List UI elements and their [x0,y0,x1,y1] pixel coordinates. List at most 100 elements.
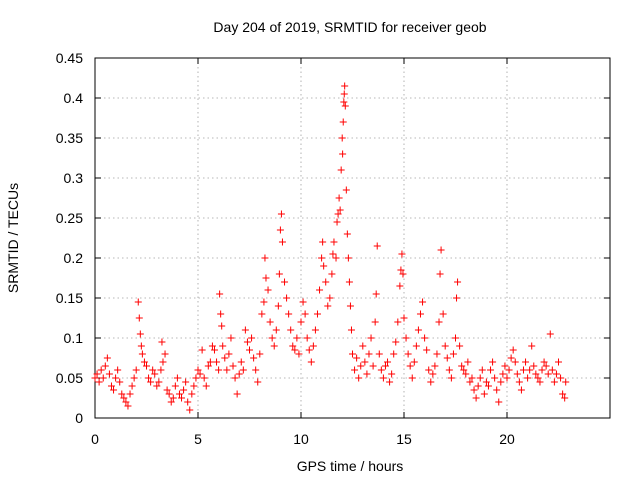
data-point [309,342,317,350]
data-point [484,382,492,390]
data-point [443,354,451,362]
data-point [268,334,276,342]
data-point [398,250,406,258]
data-point [93,370,101,378]
data-point [557,374,565,382]
data-point [122,398,130,406]
data-point [206,358,214,366]
data-point [97,366,105,374]
y-tick-label: 0.15 [56,290,83,306]
data-point [91,374,99,382]
data-point [326,294,334,302]
data-point [223,366,231,374]
data-point [241,326,249,334]
data-point [522,358,530,366]
data-point [542,362,550,370]
data-point [138,350,146,358]
data-point [337,166,345,174]
data-point [562,378,570,386]
data-point [513,370,521,378]
data-point [167,398,175,406]
data-point [546,330,554,338]
data-point [390,350,398,358]
data-point [437,246,445,254]
data-point [474,382,482,390]
data-point [145,374,153,382]
data-point [345,278,353,286]
data-point [147,378,155,386]
data-point [339,118,347,126]
data-point [400,314,408,322]
data-point [157,366,165,374]
data-point [373,242,381,250]
data-point [262,274,270,282]
y-tick-label: 0.35 [56,130,83,146]
data-point [101,362,109,370]
data-point [338,134,346,142]
data-point [221,354,229,362]
data-point [319,238,327,246]
data-point [515,378,523,386]
data-point [165,390,173,398]
data-point [289,342,297,350]
data-point [264,286,272,294]
y-tick-label: 0.1 [64,330,84,346]
data-point [454,278,462,286]
data-point [204,362,212,370]
data-point [132,366,140,374]
data-point [433,350,441,358]
data-point [126,390,134,398]
data-point [379,374,387,382]
data-point [161,350,169,358]
data-point [318,254,326,262]
data-point [528,342,536,350]
data-point [258,310,266,318]
data-point [478,366,486,374]
data-point [120,394,128,402]
data-point [287,326,295,334]
data-point [208,342,216,350]
data-points [91,82,570,414]
data-point [305,346,313,354]
data-point [336,206,344,214]
data-point [347,326,355,334]
data-point [215,366,223,374]
data-point [375,350,383,358]
data-point [136,330,144,338]
data-point [95,378,103,386]
data-point [530,362,538,370]
data-point [320,262,328,270]
data-point [196,370,204,378]
data-point [329,250,337,258]
data-point [357,362,365,370]
data-point [361,358,369,366]
data-point [285,310,293,318]
data-point [114,366,122,374]
data-point [192,374,200,382]
data-point [480,390,488,398]
data-point [495,398,503,406]
data-point [135,314,143,322]
data-point [427,378,435,386]
data-point [256,350,264,358]
data-point [511,358,519,366]
data-point [447,374,455,382]
data-point [334,210,342,218]
data-point [445,366,453,374]
data-point [225,350,233,358]
data-point [239,366,247,374]
data-point [217,310,225,318]
data-point [532,370,540,378]
data-point [182,378,190,386]
data-point [386,378,394,386]
data-point [402,334,410,342]
data-point [544,370,552,378]
data-point [414,326,422,334]
data-point [155,378,163,386]
data-point [283,294,291,302]
data-point [456,342,464,350]
data-point [274,302,282,310]
data-point [436,270,444,278]
data-point [397,266,405,274]
data-point [534,374,542,382]
